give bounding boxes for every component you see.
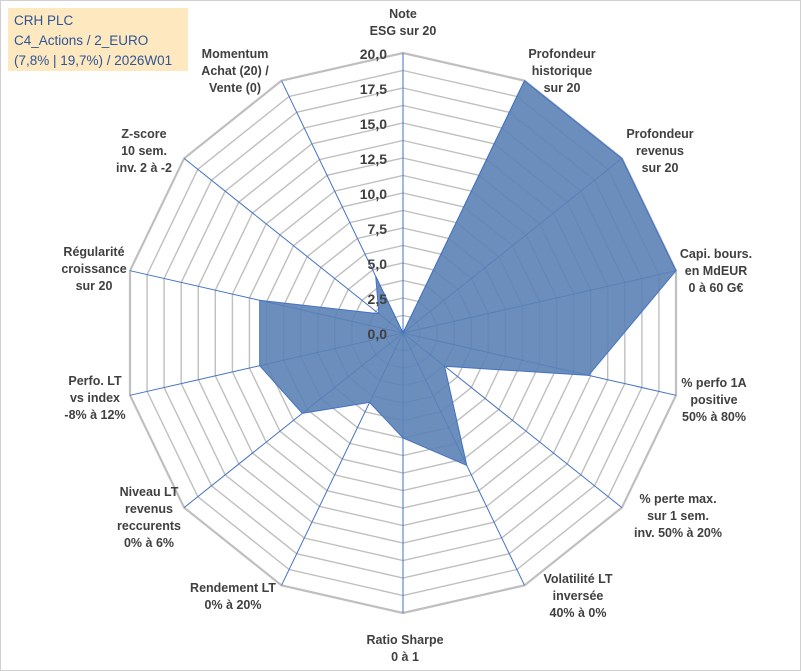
category-label-line: 0% à 6% (124, 536, 174, 550)
category-label: Capi. bours. en MdEUR 0 à 60 G€ (680, 247, 752, 295)
category-label-line: sur 20 (544, 81, 581, 95)
category-label-line: sur 20 (76, 279, 113, 293)
category-label-line: Volatilité LT (544, 572, 613, 586)
category-label: Note ESG sur 20 (370, 7, 437, 38)
category-label-line: inv. 50% à 20% (634, 526, 722, 540)
category-label-line: reccurents (117, 519, 181, 533)
category-label-line: inversée (553, 589, 604, 603)
category-label-line: sur 20 (642, 161, 679, 175)
radar-category-labels: Note ESG sur 20 Profondeur historique sur 20… (61, 7, 752, 664)
tick-label: 12,5 (360, 151, 387, 167)
category-label-line: Régularité (63, 245, 124, 259)
category-label-line: historique (532, 64, 592, 78)
category-label-line: Achat (20) / (201, 64, 269, 78)
tick-label: 2,5 (368, 291, 388, 307)
tick-label: 5,0 (368, 256, 388, 272)
category-label-line: 0% à 20% (205, 598, 262, 612)
category-label-line: Note (389, 7, 417, 21)
category-label: Rendement LT 0% à 20% (190, 581, 276, 612)
category-label: Volatilité LT inversée 40% à 0% (544, 572, 613, 620)
category-label-line: vs index (70, 391, 120, 405)
category-label-line: 0 à 1 (391, 650, 419, 664)
axis-spoke (183, 158, 404, 334)
category-label: Niveau LT revenus reccurents 0% à 6% (117, 485, 181, 550)
category-label-line: revenus (636, 144, 684, 158)
category-label-line: revenus (125, 502, 173, 516)
category-label-line: en MdEUR (685, 264, 748, 278)
tick-label: 10,0 (360, 186, 387, 202)
category-label-line: Capi. bours. (680, 247, 752, 261)
category-label: Profondeur historique sur 20 (528, 47, 595, 95)
category-label-line: Z-score (121, 127, 166, 141)
category-label-line: Rendement LT (190, 581, 276, 595)
category-label-line: % perte max. (639, 492, 716, 506)
tick-label: 20,0 (360, 46, 387, 62)
category-label-line: 0 à 60 G€ (689, 281, 744, 295)
category-label-line: Momentum (202, 47, 269, 61)
category-label: % perfo 1A positive 50% à 80% (681, 376, 746, 424)
category-label: Perfo. LT vs index -8% à 12% (64, 374, 125, 422)
category-label: Régularité croissance sur 20 (61, 245, 126, 293)
radar-series (259, 79, 677, 467)
category-label: C4_Actions / 2_EURO (14, 33, 149, 48)
category-label-line: Perfo. LT (68, 374, 122, 388)
category-label: % perte max. sur 1 sem. inv. 50% à 20% (634, 492, 722, 540)
category-label-line: 50% à 80% (682, 410, 746, 424)
tick-label: 0,0 (368, 326, 388, 342)
company-name: CRH PLC (14, 13, 74, 28)
category-label-line: -8% à 12% (64, 408, 125, 422)
category-label: Momentum Achat (20) / Vente (0) (201, 47, 269, 95)
category-label-line: positive (690, 393, 737, 407)
category-label-line: 10 sem. (121, 144, 167, 158)
tick-label: 7,5 (368, 221, 388, 237)
tick-label: 15,0 (360, 116, 387, 132)
tick-label: 17,5 (360, 81, 387, 97)
category-label: Z-score 10 sem. inv. 2 à -2 (116, 127, 172, 175)
category-label-line: ESG sur 20 (370, 24, 437, 38)
category-label-line: sur 1 sem. (647, 509, 709, 523)
category-label-line: 40% à 0% (550, 606, 607, 620)
category-label-line: Profondeur (528, 47, 595, 61)
category-label-line: % perfo 1A (681, 376, 746, 390)
category-label-line: Vente (0) (209, 81, 261, 95)
radar-tick-labels: 0,0 2,5 5,0 7,5 10,0 12,5 15,0 17,5 20,0 (360, 46, 387, 342)
category-label-line: Ratio Sharpe (366, 633, 443, 647)
category-label: Ratio Sharpe 0 à 1 (366, 633, 443, 664)
category-label-line: Niveau LT (120, 485, 179, 499)
category-label-line: croissance (61, 262, 126, 276)
category-label: Profondeur revenus sur 20 (626, 127, 693, 175)
performance-period: (7,8% | 19,7%) / 2026W01 (14, 53, 173, 68)
category-label-line: Profondeur (626, 127, 693, 141)
chart-title-box: CRH PLC C4_Actions / 2_EURO (7,8% | 19,7… (8, 8, 188, 71)
category-label-line: inv. 2 à -2 (116, 161, 172, 175)
